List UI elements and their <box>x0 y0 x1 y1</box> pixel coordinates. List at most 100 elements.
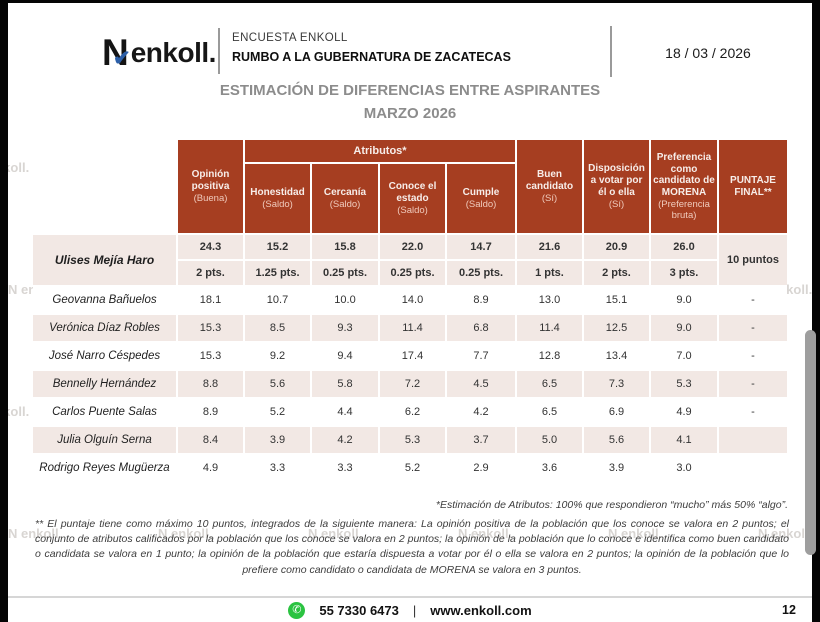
scrollbar-thumb[interactable] <box>805 330 816 555</box>
candidate-value: 17.4 <box>401 350 424 362</box>
candidate-value: 13.0 <box>538 294 561 306</box>
candidate-value: 6.8 <box>447 315 515 341</box>
leader-points: 0.25 pts. <box>312 261 378 285</box>
col-header-attr-3: Cumple (Saldo) <box>447 164 515 233</box>
candidate-value: 8.4 <box>178 427 243 453</box>
candidate-name: Carlos Puente Salas <box>52 406 157 418</box>
candidate-value: 4.9 <box>676 406 692 418</box>
footer-phone: 55 7330 6473 <box>319 602 399 618</box>
page-title-line2: MARZO 2026 <box>363 104 457 122</box>
candidate-value: 4.4 <box>337 406 353 418</box>
candidate-value <box>719 455 787 481</box>
col-header-disposicion-title: Disposición a votar por él o ella <box>588 163 645 198</box>
candidate-value: - <box>751 294 755 306</box>
col-header-opinion-positiva: Opinión positiva (Buena) <box>178 140 243 233</box>
col-header-buen-candidato: Buen candidato (Sí) <box>517 140 582 233</box>
candidate-value: - <box>719 315 787 341</box>
candidate-value: 6.5 <box>541 406 558 418</box>
leader-points: 2 pts. <box>178 261 243 285</box>
candidate-value: 5.3 <box>651 371 717 397</box>
col-header-buen-sub: (Sí) <box>541 192 558 204</box>
leader-value: 21.6 <box>517 235 582 259</box>
candidate-name: Verónica Díaz Robles <box>33 315 176 341</box>
candidate-value: 7.0 <box>676 350 692 362</box>
leader-value: 15.2 <box>245 235 310 259</box>
candidate-value: 11.4 <box>517 315 582 341</box>
col-header-disposicion-votar: Disposición a votar por él o ella (Sí) <box>584 140 649 233</box>
candidate-value: 4.9 <box>202 462 219 474</box>
leader-candidate-name: Ulises Mejía Haro <box>33 235 176 285</box>
candidate-value: 15.1 <box>605 294 628 306</box>
watermark-text: N enkoll. <box>308 526 363 541</box>
candidate-value: 4.2 <box>312 427 378 453</box>
col-header-attr-1: Cercanía (Saldo) <box>312 164 378 233</box>
leader-value: 14.7 <box>447 235 515 259</box>
results-table: Opinión positiva (Buena) Atributos* Buen… <box>33 140 787 481</box>
leader-points: 0.25 pts. <box>447 261 515 285</box>
candidate-value: 12.8 <box>538 350 561 362</box>
candidate-value: 3.9 <box>245 427 310 453</box>
candidate-value: 8.9 <box>202 406 219 418</box>
candidate-name: Julia Olguín Serna <box>33 427 176 453</box>
candidate-value: 15.3 <box>178 315 243 341</box>
watermark-text: N enkoll. <box>608 526 663 541</box>
candidate-value: 14.0 <box>401 294 424 306</box>
candidate-value: 3.0 <box>676 462 692 474</box>
page-edge-top <box>0 0 820 3</box>
candidate-value: 7.7 <box>473 350 489 362</box>
candidate-value: 7.2 <box>380 371 445 397</box>
col-header-buen-title: Buen candidato <box>525 169 574 192</box>
candidate-value: 9.0 <box>676 294 692 306</box>
candidate-value: 5.6 <box>584 427 649 453</box>
candidate-value: 8.5 <box>245 315 310 341</box>
footnote-puntaje: ** El puntaje tiene como máximo 10 punto… <box>35 518 789 576</box>
candidate-value: 13.4 <box>605 350 628 362</box>
col-header-preferencia-sub: (Preferencia bruta) <box>658 198 710 222</box>
candidate-value: 9.0 <box>651 315 717 341</box>
watermark-text: N enkoll. <box>8 526 63 541</box>
header-divider-left <box>218 28 220 74</box>
col-header-attr-0: Honestidad (Saldo) <box>245 164 310 233</box>
leader-total-points: 10 puntos <box>719 235 787 285</box>
candidate-value: - <box>719 371 787 397</box>
header-divider-right <box>610 26 612 77</box>
footnote-atributos: *Estimación de Atributos: 100% que respo… <box>435 499 788 511</box>
candidate-value: 3.7 <box>447 427 515 453</box>
candidate-value: 3.9 <box>608 462 625 474</box>
report-date: 18 / 03 / 2026 <box>665 45 751 61</box>
footer-website-link[interactable]: www.enkoll.com <box>430 602 532 618</box>
col-header-puntaje-final: PUNTAJE FINAL** <box>719 140 787 233</box>
candidate-value: 5.2 <box>269 406 286 418</box>
leader-value: 20.9 <box>584 235 649 259</box>
candidate-value: 4.1 <box>651 427 717 453</box>
col-header-preferencia-morena: Preferencia como candidato de MORENA (Pr… <box>651 140 717 233</box>
leader-points: 1 pts. <box>517 261 582 285</box>
candidate-value: 15.3 <box>199 350 222 362</box>
watermark-text: N enkoll. <box>458 526 513 541</box>
page-edge-left <box>0 0 8 622</box>
candidate-value: 3.3 <box>269 462 286 474</box>
page-title: ESTIMACIÓN DE DIFERENCIAS ENTRE ASPIRANT… <box>10 80 810 125</box>
candidate-value: 5.2 <box>404 462 421 474</box>
candidate-value: 10.0 <box>334 294 356 306</box>
col-header-puntaje-title: PUNTAJE FINAL** <box>730 174 776 198</box>
candidate-value: 9.3 <box>312 315 378 341</box>
candidate-value: 11.4 <box>380 315 445 341</box>
col-header-disposicion-sub: (Sí) <box>608 198 625 210</box>
candidate-value: 3.3 <box>337 462 353 474</box>
candidate-value: 10.7 <box>266 294 289 306</box>
candidate-value: 6.2 <box>404 406 421 418</box>
leader-points: 3 pts. <box>651 261 717 285</box>
candidate-value: 4.5 <box>447 371 515 397</box>
candidate-value: 5.8 <box>312 371 378 397</box>
whatsapp-icon <box>288 601 306 619</box>
candidate-value: 8.8 <box>178 371 243 397</box>
col-header-preferencia-title: Preferencia como candidato de MORENA <box>653 151 715 199</box>
leader-value: 15.8 <box>312 235 378 259</box>
leader-value: 24.3 <box>178 235 243 259</box>
enkoll-logo-text: enkoll. <box>130 36 217 68</box>
candidate-value: 2.9 <box>473 462 489 474</box>
candidate-value: 5.0 <box>517 427 582 453</box>
candidate-value: 6.9 <box>608 406 625 418</box>
